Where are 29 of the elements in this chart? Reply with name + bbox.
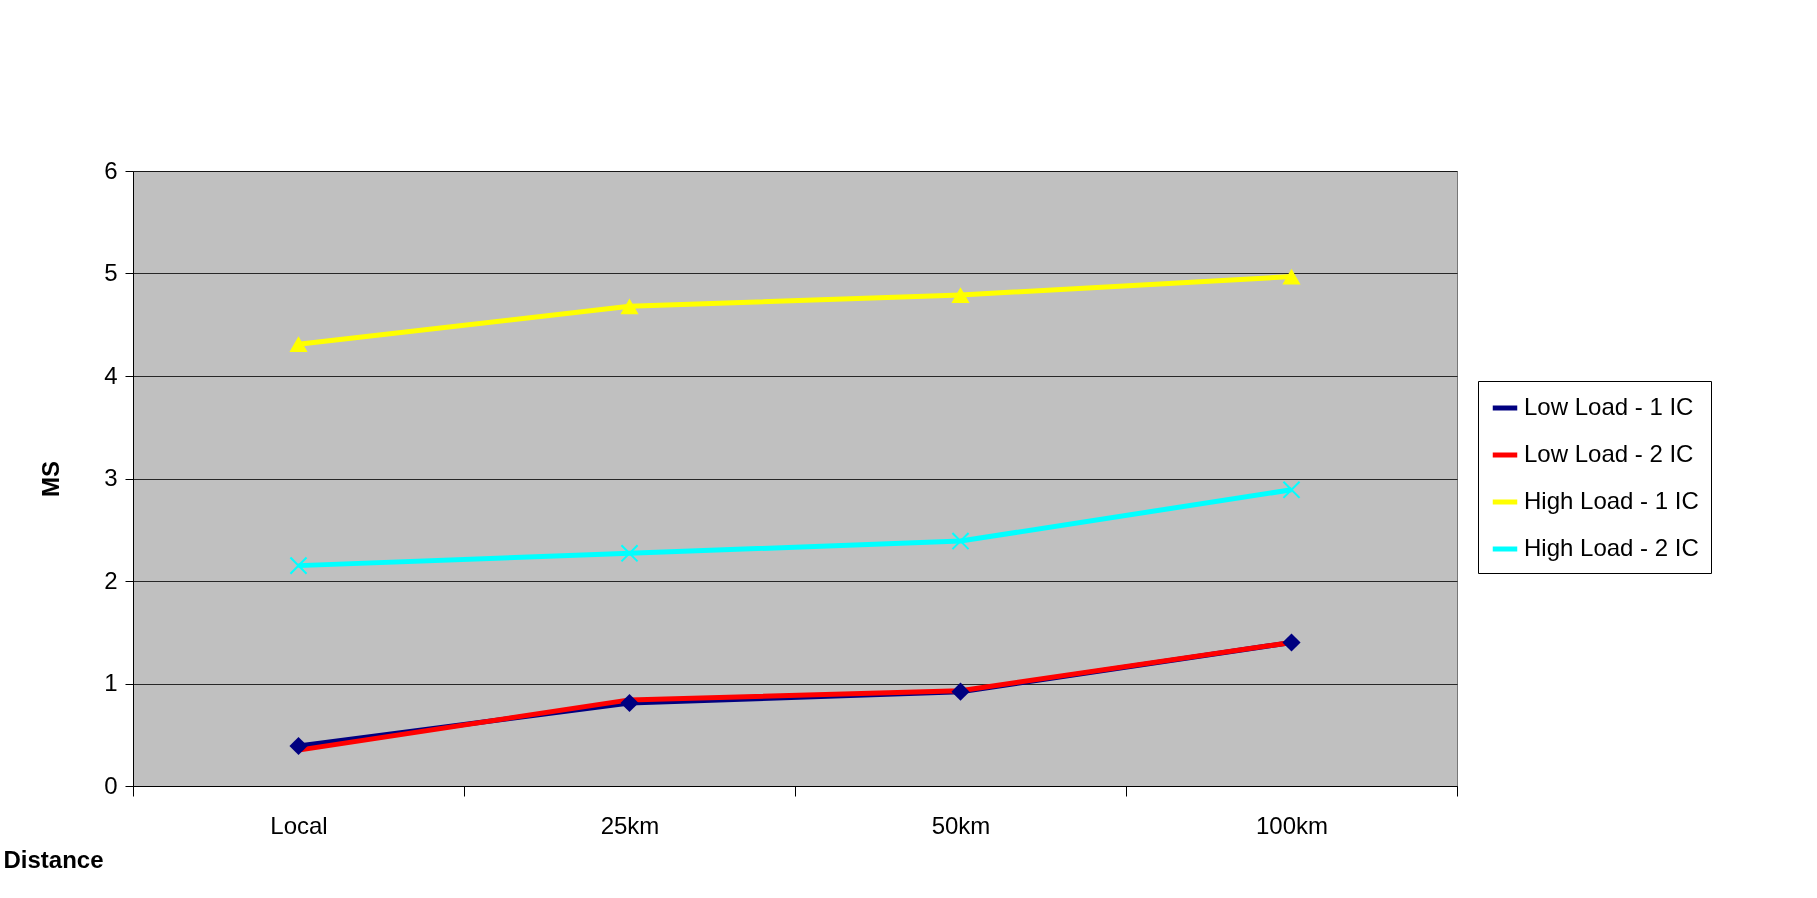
point bbox=[951, 287, 970, 303]
x-tick-label: 100km bbox=[1255, 811, 1329, 839]
point bbox=[289, 736, 308, 756]
legend-label: High Load - 1 IC bbox=[1524, 487, 1699, 514]
x-tick-label: 50km bbox=[931, 811, 991, 839]
x-tick-label: Local bbox=[270, 811, 328, 839]
point bbox=[289, 556, 308, 575]
point bbox=[289, 336, 308, 353]
point bbox=[620, 544, 639, 563]
x-tick-label: 25km bbox=[600, 811, 660, 839]
point bbox=[1282, 633, 1301, 652]
y-tick-label: 2 bbox=[104, 566, 118, 594]
legend-label: Low Load - 2 IC bbox=[1524, 440, 1694, 467]
y-tick-label: 6 bbox=[104, 156, 118, 184]
point bbox=[620, 693, 639, 713]
x-axis-title: Distance bbox=[3, 845, 104, 873]
y-tick-label: 1 bbox=[104, 669, 118, 696]
point bbox=[951, 682, 970, 701]
y-tick-label: 5 bbox=[104, 259, 118, 286]
y-axis-title: MS bbox=[37, 461, 65, 497]
point bbox=[951, 531, 970, 551]
y-tick-label: 0 bbox=[104, 771, 118, 799]
point bbox=[1282, 268, 1301, 285]
legend-label: High Load - 2 IC bbox=[1524, 534, 1699, 561]
legend-label: Low Load - 1 IC bbox=[1524, 393, 1694, 420]
point bbox=[1282, 480, 1301, 499]
y-tick-label: 4 bbox=[104, 361, 118, 389]
point bbox=[620, 298, 639, 315]
y-tick-label: 3 bbox=[104, 464, 118, 491]
